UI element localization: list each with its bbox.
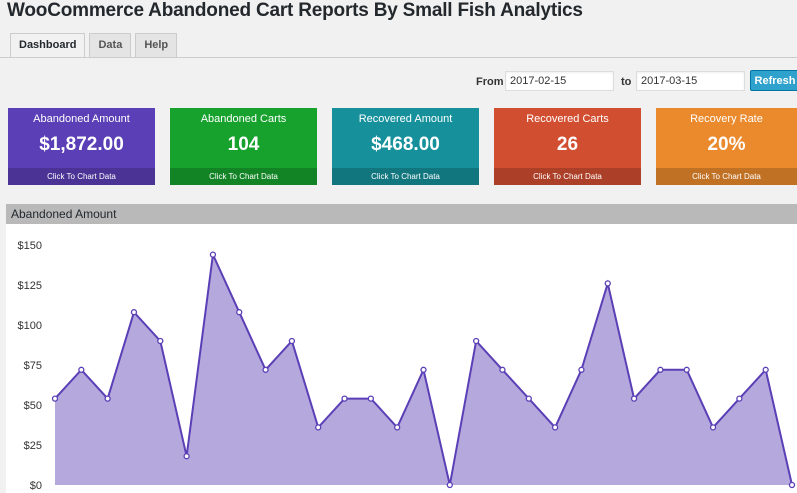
chart-data-link[interactable]: Click To Chart Data [8, 168, 155, 185]
card-value: $1,872.00 [39, 134, 124, 155]
card-title: Recovery Rate [690, 113, 763, 125]
refresh-button[interactable]: Refresh [750, 70, 797, 91]
y-tick-label: $0 [30, 480, 42, 492]
to-date-input[interactable] [636, 71, 745, 91]
data-point[interactable] [551, 424, 559, 431]
data-point[interactable] [367, 395, 375, 402]
chart-data-link[interactable]: Click To Chart Data [656, 168, 797, 185]
tab-divider [0, 57, 797, 58]
card-value: 20% [707, 134, 746, 155]
data-point[interactable] [446, 481, 453, 489]
card-abandoned-amount: Abandoned Amount $1,872.00 Click To Char… [8, 108, 155, 185]
card-title: Recovered Carts [526, 113, 609, 125]
card-title: Abandoned Carts [200, 113, 287, 125]
y-tick-label: $125 [18, 280, 42, 292]
abandoned-amount-chart: $0 $25 $50 $75 $100 $125 $150 [18, 240, 796, 492]
card-abandoned-carts: Abandoned Carts 104 Click To Chart Data [170, 108, 317, 185]
data-point[interactable] [104, 395, 111, 402]
data-point[interactable] [499, 366, 506, 373]
card-recovered-carts: Recovered Carts 26 Click To Chart Data [494, 108, 641, 185]
data-point[interactable] [657, 366, 664, 373]
card-title: Recovered Amount [358, 113, 453, 125]
data-point[interactable] [604, 280, 611, 287]
card-value: $468.00 [371, 134, 440, 155]
card-title: Abandoned Amount [33, 113, 130, 125]
card-value: 104 [227, 134, 260, 155]
data-point[interactable] [262, 366, 269, 373]
data-point[interactable] [630, 395, 638, 402]
y-tick-label: $150 [18, 240, 42, 252]
y-tick-label: $75 [24, 360, 42, 372]
chart-data-link[interactable]: Click To Chart Data [332, 168, 479, 185]
data-point[interactable] [236, 309, 243, 316]
card-recovered-amount: Recovered Amount $468.00 Click To Chart … [332, 108, 479, 185]
data-point[interactable] [209, 251, 217, 258]
data-point[interactable] [736, 395, 743, 402]
y-tick-label: $100 [18, 320, 42, 332]
data-point[interactable] [420, 366, 427, 373]
from-date-input[interactable] [505, 71, 614, 91]
data-point[interactable] [472, 337, 480, 345]
data-point[interactable] [341, 395, 348, 402]
tab-bar: Dashboard Data Help [10, 33, 181, 58]
data-point[interactable] [130, 309, 138, 316]
chart-panel-title: Abandoned Amount [6, 204, 797, 224]
card-recovery-rate: Recovery Rate 20% Click To Chart Data [656, 108, 797, 185]
data-point[interactable] [683, 366, 690, 373]
data-point[interactable] [315, 424, 322, 431]
data-point[interactable] [183, 453, 190, 460]
data-point[interactable] [578, 366, 585, 373]
data-point[interactable] [788, 481, 796, 489]
data-point[interactable] [157, 337, 164, 345]
data-point[interactable] [762, 366, 769, 373]
from-label: From [476, 76, 504, 88]
date-range-form: From to Refresh [0, 70, 797, 92]
data-point[interactable] [288, 337, 296, 345]
chart-data-link[interactable]: Click To Chart Data [170, 168, 317, 185]
page-title: WooCommerce Abandoned Cart Reports By Sm… [7, 0, 583, 21]
data-point[interactable] [525, 395, 532, 402]
data-point[interactable] [51, 395, 59, 402]
tab-dashboard[interactable]: Dashboard [10, 33, 86, 58]
y-tick-label: $25 [24, 440, 42, 452]
tab-help[interactable]: Help [135, 33, 178, 57]
data-point[interactable] [709, 424, 717, 431]
data-point[interactable] [78, 366, 85, 373]
chart-data-link[interactable]: Click To Chart Data [494, 168, 641, 185]
y-tick-label: $50 [24, 400, 42, 412]
tab-data[interactable]: Data [89, 33, 132, 57]
to-label: to [621, 76, 632, 88]
card-value: 26 [556, 134, 579, 155]
chart-panel: $0 $25 $50 $75 $100 $125 $150 [6, 224, 797, 493]
data-point[interactable] [394, 424, 401, 431]
